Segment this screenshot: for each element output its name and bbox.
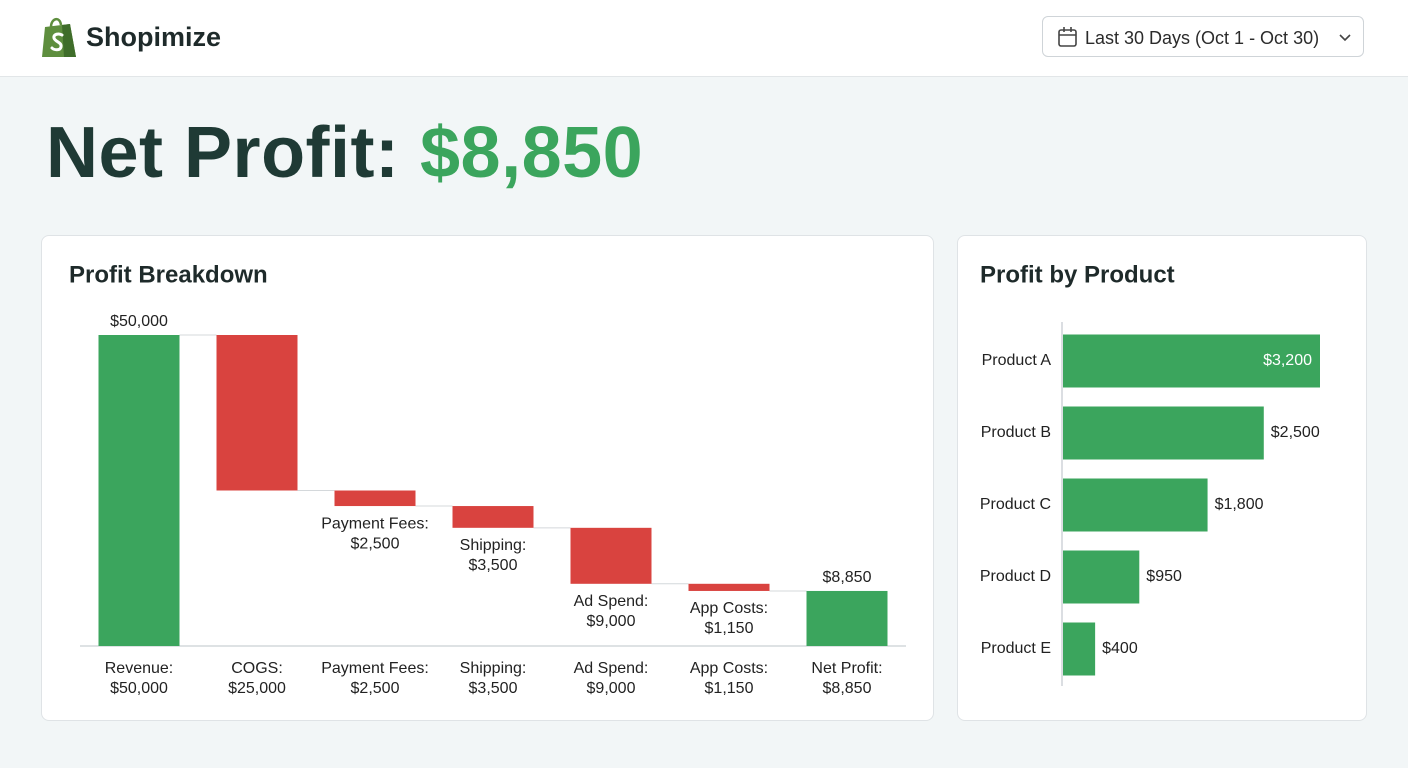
- x-tick-label: Shipping:: [460, 660, 527, 677]
- bar: [1063, 478, 1208, 532]
- x-value-label: $1,150: [705, 680, 754, 697]
- x-value-label: $9,000: [587, 680, 636, 697]
- x-value-label: $25,000: [228, 680, 286, 697]
- bar-label: App Costs:: [690, 600, 768, 617]
- bar: [334, 490, 416, 507]
- y-tick-label: Product A: [982, 352, 1052, 369]
- bar: [1063, 622, 1096, 676]
- x-value-label: $50,000: [110, 680, 168, 697]
- bar: [570, 527, 652, 584]
- x-tick-label: Ad Spend:: [574, 660, 649, 677]
- chart-title: Profit Breakdown: [69, 261, 268, 288]
- x-tick-label: Revenue:: [105, 660, 174, 677]
- waterfall-card: [41, 235, 934, 721]
- bar: [688, 583, 770, 591]
- chart-title: Profit by Product: [980, 261, 1175, 288]
- headline-label: Net Profit:: [46, 113, 400, 193]
- bar: [216, 335, 298, 491]
- x-tick-label: COGS:: [231, 660, 283, 677]
- value-label: $400: [1102, 640, 1138, 657]
- value-label: $50,000: [110, 313, 168, 330]
- value-label: $3,200: [1263, 352, 1312, 369]
- x-tick-label: App Costs:: [690, 660, 768, 677]
- brand: Shopimize: [86, 22, 222, 52]
- bar-label: Payment Fees:: [321, 515, 429, 532]
- bar: [806, 590, 888, 646]
- value-label: $2,500: [1271, 424, 1320, 441]
- product-card: [957, 235, 1367, 721]
- bar-label: Shipping:: [460, 537, 527, 554]
- date-range-picker[interactable]: Last 30 Days (Oct 1 - Oct 30): [1042, 16, 1364, 57]
- value-label: $1,800: [1215, 496, 1264, 513]
- value-label: $950: [1146, 568, 1182, 585]
- value-label: $8,850: [823, 569, 872, 586]
- x-value-label: $3,500: [469, 680, 518, 697]
- date-range: Last 30 Days (Oct 1 - Oct 30): [1085, 28, 1320, 48]
- x-tick-label: Payment Fees:: [321, 660, 429, 677]
- x-tick-label: Net Profit:: [811, 660, 882, 677]
- calendar-icon: [1058, 27, 1077, 47]
- headline: Net Profit: $8,850: [46, 112, 643, 194]
- top-bar: Shopimize Last 30 Days (Oct 1 - Oct 30): [0, 0, 1408, 77]
- y-tick-label: Product E: [981, 640, 1051, 657]
- headline-value: $8,850: [420, 113, 644, 193]
- x-value-label: $2,500: [351, 680, 400, 697]
- value-label: $3,500: [469, 557, 518, 574]
- value-label: $2,500: [351, 535, 400, 552]
- value-label: $1,150: [705, 620, 754, 637]
- bar-label: Ad Spend:: [574, 593, 649, 610]
- y-tick-label: Product B: [981, 424, 1051, 441]
- value-label: $9,000: [587, 613, 636, 630]
- y-tick-label: Product D: [980, 568, 1051, 585]
- logo: [42, 18, 76, 57]
- x-value-label: $8,850: [823, 680, 872, 697]
- bar: [1063, 334, 1320, 388]
- bar: [1063, 550, 1140, 604]
- bar: [452, 506, 534, 528]
- bar: [98, 335, 180, 646]
- chevron: [1339, 34, 1351, 42]
- bar: [1063, 406, 1264, 460]
- y-tick-label: Product C: [980, 496, 1051, 513]
